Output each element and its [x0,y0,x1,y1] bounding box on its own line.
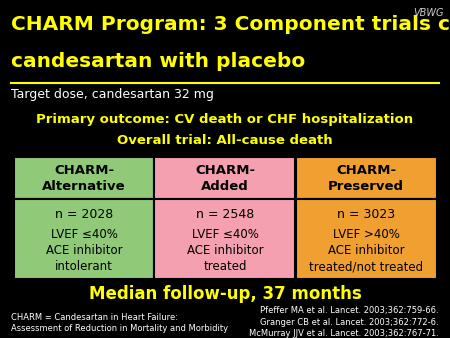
Text: CHARM-
Preserved: CHARM- Preserved [328,164,404,193]
Text: candesartan with placebo: candesartan with placebo [11,52,306,71]
Text: n = 3023: n = 3023 [337,208,395,221]
Text: Primary outcome: CV death or CHF hospitalization: Primary outcome: CV death or CHF hospita… [36,113,414,126]
Text: LVEF >40%
ACE inhibitor
treated/not treated: LVEF >40% ACE inhibitor treated/not trea… [309,228,423,273]
Bar [154,199,296,279]
Text: LVEF ≤40%
ACE inhibitor
intolerant: LVEF ≤40% ACE inhibitor intolerant [46,228,122,273]
Bar [296,199,436,279]
Text: n = 2028: n = 2028 [55,208,113,221]
Bar [296,157,436,199]
Text: Target dose, candesartan 32 mg: Target dose, candesartan 32 mg [11,88,214,101]
Bar [154,157,296,199]
Text: CHARM-
Alternative: CHARM- Alternative [42,164,126,193]
Text: VBWG: VBWG [413,8,443,19]
Text: n = 2548: n = 2548 [196,208,254,221]
Bar [14,199,154,279]
Text: LVEF ≤40%
ACE inhibitor
treated: LVEF ≤40% ACE inhibitor treated [187,228,263,273]
Text: CHARM Program: 3 Component trials comparing: CHARM Program: 3 Component trials compar… [11,15,450,34]
Text: Median follow-up, 37 months: Median follow-up, 37 months [89,285,361,303]
Text: Pfeffer MA et al. Lancet. 2003;362:759-66.
Granger CB et al. Lancet. 2003;362:77: Pfeffer MA et al. Lancet. 2003;362:759-6… [249,306,439,338]
Bar [14,157,154,199]
Text: CHARM = Candesartan in Heart Failure:
Assessment of Reduction in Mortality and M: CHARM = Candesartan in Heart Failure: As… [11,313,228,334]
Text: CHARM-
Added: CHARM- Added [195,164,255,193]
Text: Overall trial: All-cause death: Overall trial: All-cause death [117,134,333,146]
